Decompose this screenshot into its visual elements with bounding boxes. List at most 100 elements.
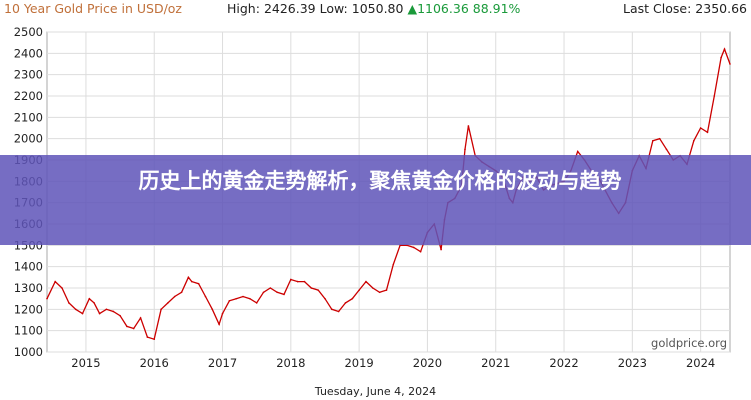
data-point [221,312,224,315]
data-point [160,308,162,311]
y-tick-label: 2200 [14,89,43,103]
data-point [88,297,91,300]
data-point [112,310,115,313]
low-label: Low: [319,1,348,16]
change-percent: 88.91% [472,1,521,16]
data-point [720,56,722,59]
x-tick-label: 2018 [276,356,305,370]
data-point [665,148,668,151]
data-point [652,140,654,142]
data-point [262,291,265,294]
y-tick-label: 2500 [14,25,43,39]
y-tick-label: 1000 [14,345,43,359]
data-point [358,289,360,291]
high-label: High: [227,1,260,16]
data-point [283,293,285,296]
stats-bar: High: 2426.39 Low: 1050.80 ▲1106.36 88.9… [227,1,520,16]
x-tick-label: 2024 [686,356,715,370]
x-tick-label: 2023 [618,356,647,370]
data-point [324,297,326,300]
data-point [218,323,220,326]
data-point [464,148,466,151]
x-axis: 2015 2016 2017 2018 2019 2020 2021 2022 2023 2024 [71,356,715,370]
data-point [46,297,48,300]
data-point [296,280,299,283]
data-point [119,314,121,317]
data-point [139,317,142,319]
data-point [173,295,176,298]
data-point [331,308,333,311]
chart-title: 10 Year Gold Price in USD/oz [4,1,182,16]
data-point [365,280,367,283]
data-point [180,291,183,294]
last-close-value: 2350.66 [695,1,747,16]
data-point [419,250,422,253]
data-point [204,295,207,298]
y-tick-label: 2100 [14,110,43,124]
data-point [290,278,292,281]
y-tick-label: 1400 [14,260,43,274]
y-tick-label: 2000 [14,132,43,146]
data-point [132,327,135,330]
y-tick-label: 2400 [14,46,43,60]
data-point [729,63,731,65]
high-value: 2426.39 [263,1,316,16]
data-point [98,312,101,315]
data-point [242,295,244,298]
last-close-label: Last Close: [623,1,692,16]
data-point [303,280,306,283]
data-point [105,308,108,311]
up-arrow-icon: ▲ [407,1,418,16]
data-point [153,338,156,341]
data-point [392,263,395,266]
data-point [467,125,470,127]
data-point [693,140,695,142]
data-point [576,150,579,153]
data-point [74,308,77,311]
data-point [167,302,169,304]
last-close: Last Close: 2350.66 [623,1,747,16]
data-point [61,287,63,289]
x-tick-label: 2019 [344,356,373,370]
banner-text: 历史上的黄金走势解析，聚焦黄金价格的波动与趋势 [138,169,622,193]
data-point [337,310,340,313]
data-point [317,289,319,291]
data-point [197,282,200,285]
data-point [190,280,193,283]
data-point [93,302,95,304]
data-point [385,289,388,291]
data-point [378,291,381,294]
x-tick-label: 2020 [413,356,442,370]
data-point [351,297,354,300]
title-banner [0,155,751,245]
data-point [126,325,128,328]
data-point [440,248,442,251]
y-tick-label: 1300 [14,281,43,295]
x-tick-label: 2017 [208,356,237,370]
data-point [658,137,661,140]
data-point [81,312,84,315]
data-point [269,287,272,289]
data-point [228,300,231,302]
x-tick-label: 2022 [549,356,578,370]
x-tick-label: 2015 [71,356,100,370]
data-point [723,48,726,50]
y-tick-label: 2300 [14,68,43,82]
data-point [249,297,251,300]
y-tick-label: 1100 [14,324,43,338]
data-point [699,127,702,129]
y-tick-label: 1200 [14,302,43,316]
data-point [371,287,374,289]
data-point [706,131,709,134]
data-point [68,302,70,304]
data-point [344,302,347,304]
footer-date: Tuesday, June 4, 2024 [314,385,437,398]
x-tick-label: 2021 [481,356,510,370]
change-indicator: ▲1106.36 88.91% [407,1,520,16]
data-point [276,291,278,294]
data-point [310,287,313,289]
data-point [713,95,716,97]
data-point [146,336,149,338]
data-point [235,297,237,300]
